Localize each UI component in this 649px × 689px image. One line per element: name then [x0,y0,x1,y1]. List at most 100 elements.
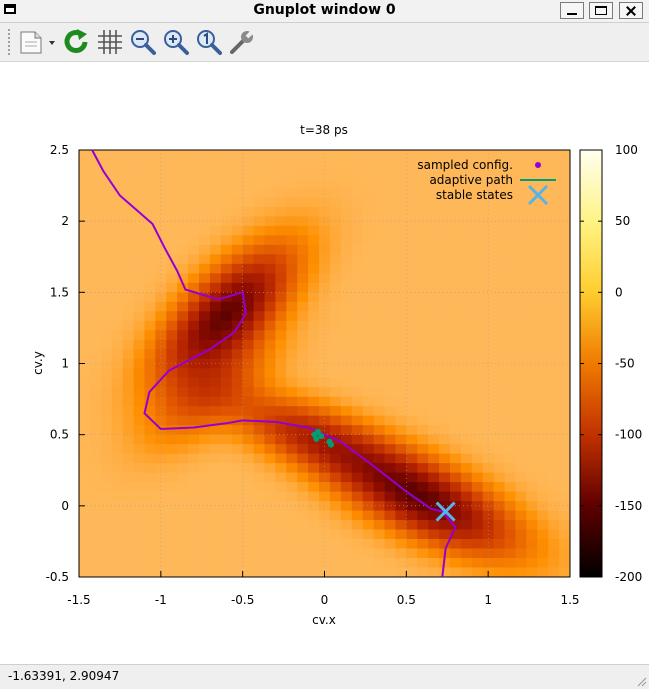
heatmap-cell [297,206,309,217]
heatmap-cell [537,358,549,369]
minimize-button[interactable] [560,2,584,19]
heatmap-cell [308,482,320,492]
heatmap-cell [100,292,113,303]
heatmap-cell [144,501,156,511]
heatmap-cell [308,558,320,568]
heatmap-cell [253,187,265,198]
heatmap-cell [351,377,364,388]
heatmap-cell [471,235,484,246]
heatmap-cell [79,273,91,284]
heatmap-cell [460,425,473,436]
heatmap-cell [482,168,495,179]
maximize-button[interactable] [589,2,613,19]
zoom-previous-button[interactable] [129,28,157,56]
heatmap-cell [122,377,134,388]
zoom-next-icon [164,30,189,55]
heatmap-cell [362,235,374,246]
heatmap-cell [340,387,353,398]
heatmap-cell [428,444,440,455]
heatmap-cell [188,273,200,284]
heatmap-cell [253,539,265,549]
heatmap-cell [264,425,276,436]
heatmap-cell [242,463,254,474]
heatmap-cell [395,548,407,559]
heatmap-cell [122,539,134,549]
heatmap-cell [504,548,516,559]
heatmap-cell [231,216,244,227]
export-button[interactable] [18,28,58,56]
window-menu-icon[interactable] [4,4,16,14]
heatmap-cell [439,472,451,483]
autoscale-button[interactable] [195,28,223,56]
heatmap-cell [264,548,276,559]
plot-canvas[interactable]: t=38 ps -1.5 -1 -0.5 0 0.5 1 1.5 -0.500.511.52… [4,62,645,662]
heatmap-cell [460,282,473,293]
x-tick-label: 0.5 [397,593,416,607]
heatmap-cell [417,520,429,530]
heatmap-cell [89,320,102,331]
heatmap-cell [166,396,178,407]
heatmap-cell [177,282,189,293]
heatmap-cell [220,463,233,474]
heatmap-cell [231,387,244,398]
heatmap-cell [111,548,124,559]
plot-area[interactable]: t=38 ps -1.5 -1 -0.5 0 0.5 1 1.5 -0.5 0 0.5 1 1.5 2… [4,62,645,662]
heatmap-cell [482,463,495,474]
chart-title: t=38 ps [300,123,348,137]
heatmap-cell [373,330,385,341]
heatmap-cell [340,539,353,549]
heatmap-cell [297,244,309,255]
heatmap-cell [297,406,309,417]
heatmap-cell [537,273,549,284]
toolbar-grip[interactable] [8,29,13,55]
heatmap-cell [275,358,287,369]
heatmap-cell [351,235,364,246]
close-button[interactable] [619,2,643,19]
heatmap-cell [188,491,200,502]
heatmap-cell [515,396,527,407]
heatmap-cell [537,567,549,578]
heatmap-cell [537,415,549,426]
replot-button[interactable] [63,28,91,56]
heatmap-cell [384,377,396,388]
heatmap-cell [275,520,287,530]
heatmap-cell [417,254,429,265]
heatmap-cell [220,301,233,312]
adaptive-path-line [91,149,457,578]
heatmap-cell [340,225,353,236]
heatmap-cell [449,263,462,274]
heatmap-cell [79,254,91,265]
heatmap-cell [406,187,418,198]
heatmap-cell [395,292,407,303]
heatmap-cell [439,501,451,511]
heatmap-cell [166,520,178,530]
heatmap-cell [384,510,396,521]
heatmap-cell [559,558,571,568]
heatmap-cell [253,396,265,407]
heatmap-cell [308,529,320,540]
heatmap-cell [395,168,407,179]
heatmap-cell [449,453,462,464]
heatmap-cell [362,491,374,502]
heatmap-cell [264,472,276,483]
heatmap-cell [79,482,91,492]
heatmap-cell [384,235,396,246]
heatmap-cell [471,263,484,274]
heatmap-cell [428,150,440,160]
grid-button[interactable] [96,28,124,56]
heatmap-cell [319,206,331,217]
resize-grip-icon[interactable] [635,675,647,687]
heatmap-cell [166,558,178,568]
heatmap-cell [362,339,374,350]
heatmap-cell [417,339,429,350]
configure-button[interactable] [228,28,256,56]
heatmap-cell [264,330,276,341]
heatmap-cell [231,187,244,198]
heatmap-cell [89,387,102,398]
heatmap-cell [122,187,134,198]
heatmap-cell [428,225,440,236]
heatmap-cell [155,187,167,198]
heatmap-cell [449,159,462,170]
zoom-next-button[interactable] [162,28,190,56]
heatmap-cell [460,168,473,179]
